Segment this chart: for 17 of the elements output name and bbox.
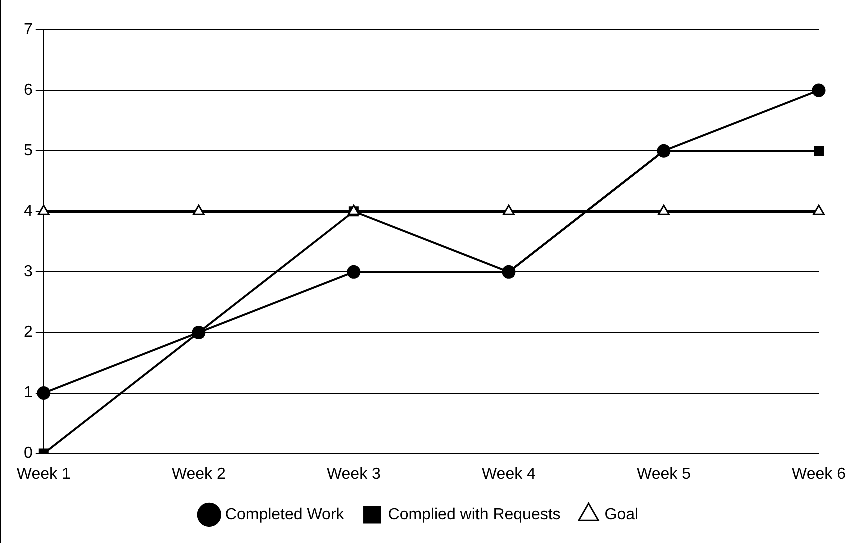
legend-label: Complied with Requests — [388, 506, 561, 524]
y-tick-label: 2 — [24, 324, 33, 342]
y-tick-label: 5 — [24, 142, 33, 160]
legend-label: Completed Work — [225, 506, 346, 524]
x-tick-label: Week 1 — [16, 466, 71, 483]
x-tick-label: Week 5 — [637, 466, 692, 483]
y-tick-label: 4 — [24, 203, 33, 220]
y-tick-label: 7 — [24, 21, 33, 38]
x-tick-label: Week 6 — [792, 466, 846, 483]
x-tick-label: Week 4 — [482, 466, 536, 483]
y-tick-label: 6 — [24, 82, 33, 99]
x-tick-label: Week 2 — [172, 466, 226, 483]
y-tick-label: 0 — [24, 445, 33, 462]
y-tick-label: 1 — [24, 384, 33, 402]
y-tick-label: 3 — [24, 264, 33, 281]
legend-label: Goal — [604, 506, 639, 524]
x-tick-label: Week 3 — [326, 466, 382, 483]
